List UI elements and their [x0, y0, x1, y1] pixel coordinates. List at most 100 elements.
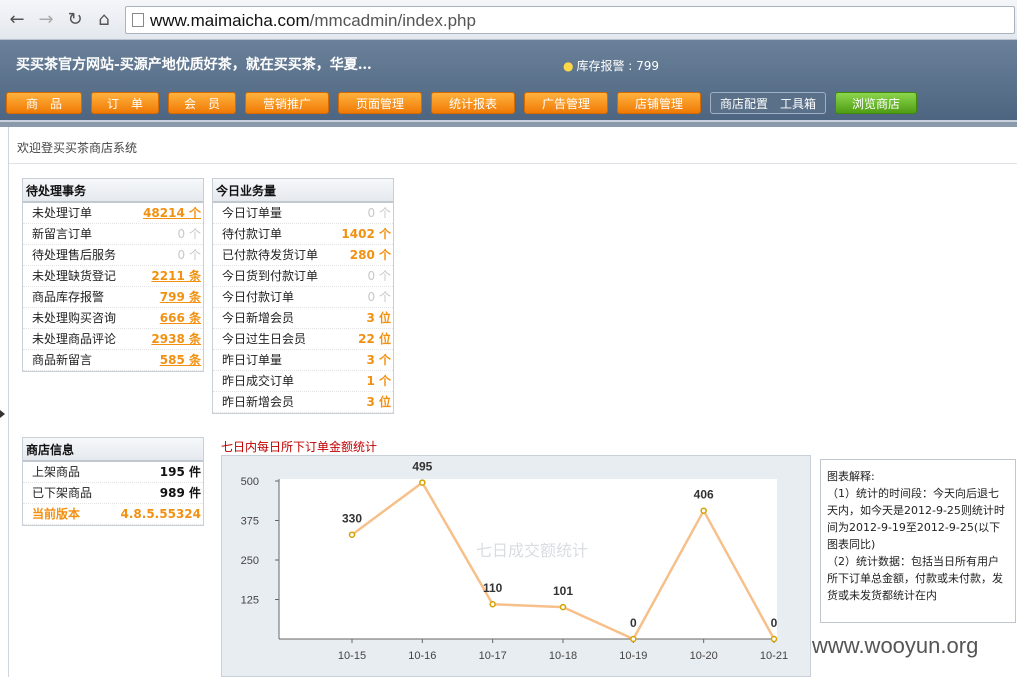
data-label: 0 — [630, 616, 637, 630]
x-tick-label: 10-16 — [408, 650, 436, 662]
row-label: 待付款订单 — [222, 227, 282, 241]
x-tick-label: 10-17 — [479, 650, 507, 662]
list-item: 上架商品 195 件 — [23, 462, 203, 483]
explain-title: 图表解释: — [827, 468, 1009, 485]
row-value: 0 个 — [178, 245, 201, 266]
browser-toolbar: ← → ↻ ⌂ www.maimaicha.com/mmcadmin/index… — [0, 0, 1017, 40]
row-label: 商品新留言 — [32, 353, 92, 367]
menu-item[interactable]: 统计报表 — [431, 92, 515, 114]
list-item: 当前版本 4.8.5.55324 — [23, 504, 203, 525]
data-point — [490, 602, 495, 607]
row-value[interactable]: 585 条 — [160, 350, 201, 371]
address-bar[interactable]: www.maimaicha.com/mmcadmin/index.php — [125, 6, 1015, 34]
stock-alert[interactable]: ● 库存报警 : 799 — [563, 57, 659, 74]
home-icon[interactable]: ⌂ — [93, 9, 115, 31]
x-tick-label: 10-21 — [760, 650, 788, 662]
forward-arrow-icon[interactable]: → — [35, 9, 57, 31]
explain-paragraph-1: （1）统计的时间段：今天向后退七天内，如今天是2012-9-25则统计时间为20… — [827, 485, 1009, 553]
row-label: 今日付款订单 — [222, 290, 294, 304]
row-value: 4.8.5.55324 — [121, 504, 201, 525]
list-item[interactable]: 未处理购买咨询 666 条 — [23, 308, 203, 329]
menu-item[interactable]: 会 员 — [168, 92, 236, 114]
store-info-panel: 商店信息 上架商品 195 件已下架商品 989 件当前版本 4.8.5.55324 — [22, 437, 204, 526]
x-tick-label: 10-18 — [549, 650, 577, 662]
row-value[interactable]: 2938 条 — [151, 329, 201, 350]
row-value: 3 位 — [366, 308, 391, 329]
row-value: 3 个 — [366, 350, 391, 371]
list-item[interactable]: 商品新留言 585 条 — [23, 350, 203, 371]
menu-item[interactable]: 广告管理 — [524, 92, 608, 114]
list-item: 今日新增会员 3 位 — [213, 308, 393, 329]
row-value: 989 件 — [160, 483, 201, 504]
y-tick-label: 500 — [241, 476, 259, 488]
row-label: 待处理售后服务 — [32, 248, 116, 262]
data-label: 0 — [771, 616, 778, 630]
stock-alert-text: 库存报警 : 799 — [576, 59, 659, 73]
list-item[interactable]: 商品库存报警 799 条 — [23, 287, 203, 308]
row-label: 今日新增会员 — [222, 311, 294, 325]
x-tick-label: 10-19 — [619, 650, 647, 662]
row-value: 0 个 — [368, 287, 391, 308]
data-label: 110 — [483, 581, 503, 595]
url-text: www.maimaicha.com/mmcadmin/index.php — [150, 11, 476, 31]
row-value[interactable]: 2211 条 — [151, 266, 201, 287]
site-title: 买买茶官方网站-买源产地优质好茶，就在买买茶，华夏… — [16, 54, 372, 74]
list-item: 昨日订单量 3 个 — [213, 350, 393, 371]
row-label: 商品库存报警 — [32, 290, 104, 304]
list-item: 昨日新增会员 3 位 — [213, 392, 393, 413]
data-point — [631, 637, 636, 642]
data-label: 406 — [694, 488, 714, 502]
explain-paragraph-2: （2）统计数据：包括当日所有用户所下订单总金额，付款或未付款，发货或未发货都统计… — [827, 553, 1009, 604]
collapse-arrow-icon[interactable] — [0, 410, 5, 418]
url-path: /mmcadmin/index.php — [310, 11, 476, 30]
page-icon — [132, 13, 144, 27]
welcome-text: 欢迎登买买茶商店系统 — [17, 139, 137, 156]
data-point — [561, 605, 566, 610]
menu-item[interactable]: 店铺管理 — [617, 92, 701, 114]
chart-title: 七日内每日所下订单金额统计 — [221, 438, 377, 455]
row-label: 昨日成交订单 — [222, 374, 294, 388]
menu-item[interactable]: 订 单 — [91, 92, 159, 114]
menu-item[interactable]: 浏览商店 — [835, 92, 917, 114]
y-tick-label: 375 — [241, 516, 259, 528]
menu-item[interactable]: 商店配置 工具箱 — [710, 92, 826, 114]
data-label: 495 — [412, 460, 432, 474]
menu-item[interactable]: 商 品 — [6, 92, 82, 114]
list-item[interactable]: 未处理缺货登记 2211 条 — [23, 266, 203, 287]
list-item: 已下架商品 989 件 — [23, 483, 203, 504]
row-label: 今日货到付款订单 — [222, 269, 318, 283]
row-value[interactable]: 48214 个 — [143, 203, 201, 224]
list-item: 已付款待发货订单 280 个 — [213, 245, 393, 266]
row-value: 1402 个 — [341, 224, 391, 245]
row-label: 未处理订单 — [32, 206, 92, 220]
row-label: 今日过生日会员 — [222, 332, 306, 346]
data-point — [701, 508, 706, 513]
pending-tasks-panel: 待处理事务 未处理订单 48214 个新留言订单 0 个待处理售后服务 0 个未处理缺… — [22, 178, 204, 372]
reload-icon[interactable]: ↻ — [64, 9, 86, 31]
menu-item[interactable]: 营销推广 — [245, 92, 329, 114]
panel-title: 商店信息 — [23, 438, 203, 462]
row-label: 已付款待发货订单 — [222, 248, 318, 262]
list-item: 今日过生日会员 22 位 — [213, 329, 393, 350]
back-arrow-icon[interactable]: ← — [6, 9, 28, 31]
row-label: 新留言订单 — [32, 227, 92, 241]
list-item[interactable]: 未处理订单 48214 个 — [23, 203, 203, 224]
row-value[interactable]: 666 条 — [160, 308, 201, 329]
list-item: 昨日成交订单 1 个 — [213, 371, 393, 392]
url-host: www.maimaicha.com — [150, 11, 310, 30]
row-value: 3 位 — [366, 392, 391, 413]
list-item: 待处理售后服务 0 个 — [23, 245, 203, 266]
data-point — [772, 637, 777, 642]
x-tick-label: 10-15 — [338, 650, 366, 662]
y-tick-label: 250 — [241, 555, 259, 567]
row-value[interactable]: 799 条 — [160, 287, 201, 308]
list-item[interactable]: 未处理商品评论 2938 条 — [23, 329, 203, 350]
divider — [9, 163, 1017, 164]
menu-item[interactable]: 页面管理 — [338, 92, 422, 114]
watermark: www.wooyun.org — [812, 633, 978, 659]
row-value: 22 位 — [358, 329, 391, 350]
list-item: 今日订单量 0 个 — [213, 203, 393, 224]
row-value: 0 个 — [178, 224, 201, 245]
list-item: 新留言订单 0 个 — [23, 224, 203, 245]
data-point — [420, 480, 425, 485]
